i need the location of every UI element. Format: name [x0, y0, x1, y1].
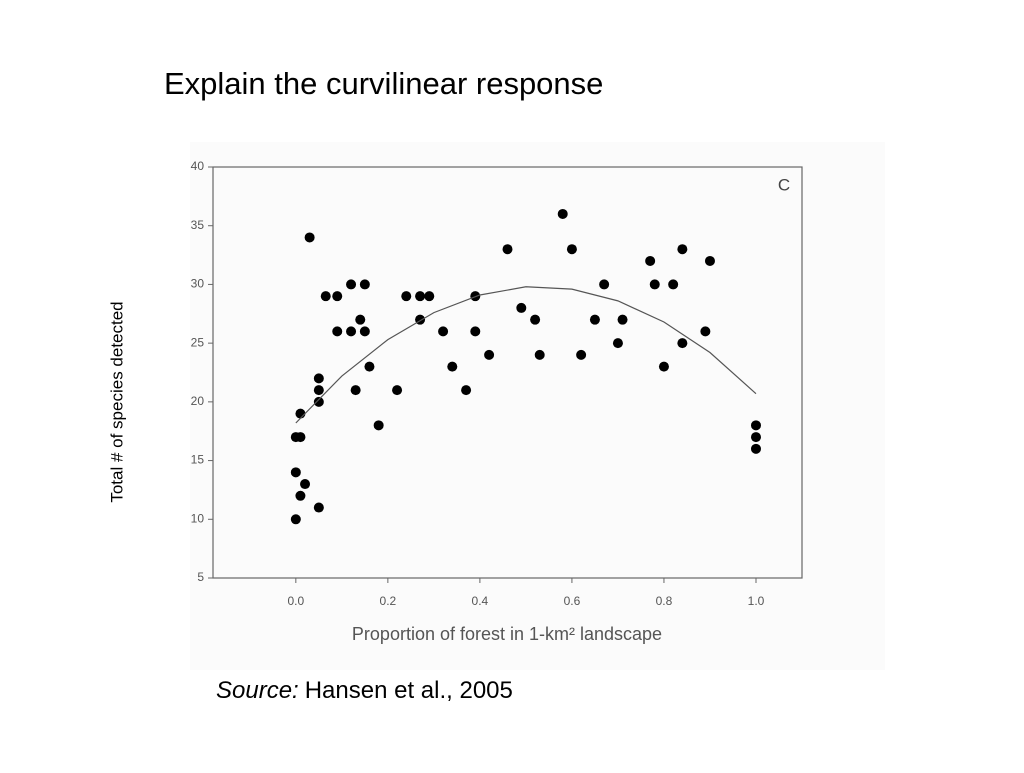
data-point	[484, 349, 495, 360]
data-point	[332, 326, 343, 337]
data-point	[346, 279, 357, 290]
x-tick-label: 0.6	[564, 594, 581, 608]
data-point	[290, 467, 301, 478]
y-tick-label: 30	[191, 277, 205, 291]
x-axis-label: Proportion of forest in 1-km² landscape	[352, 624, 662, 644]
data-point	[424, 291, 435, 302]
x-tick-label: 0.4	[472, 594, 489, 608]
fit-curve	[295, 286, 757, 424]
data-point	[658, 361, 669, 372]
data-point	[295, 408, 306, 419]
x-tick-label: 0.8	[656, 594, 673, 608]
data-point	[704, 255, 715, 266]
data-point	[392, 385, 403, 396]
data-point	[313, 396, 324, 407]
data-point	[438, 326, 449, 337]
data-point	[350, 385, 361, 396]
y-tick-label: 10	[191, 511, 205, 525]
data-point	[290, 514, 301, 525]
data-point	[373, 420, 384, 431]
data-point	[447, 361, 458, 372]
plot-frame	[212, 166, 803, 579]
data-point	[320, 291, 331, 302]
source-label: Source:	[216, 677, 299, 704]
data-point	[300, 479, 311, 490]
data-point	[313, 502, 324, 513]
x-tick-label: 0.2	[380, 594, 397, 608]
data-point	[534, 349, 545, 360]
data-point	[700, 326, 711, 337]
y-tick-label: 5	[197, 570, 204, 584]
data-point	[557, 208, 568, 219]
data-point	[346, 326, 357, 337]
data-point	[649, 279, 660, 290]
data-point	[589, 314, 600, 325]
y-tick-label: 20	[191, 394, 205, 408]
data-point	[401, 291, 412, 302]
data-point	[295, 432, 306, 443]
x-tick-label: 1.0	[748, 594, 765, 608]
data-point	[516, 302, 527, 313]
x-tick-label: 0.0	[287, 594, 304, 608]
data-point	[645, 255, 656, 266]
data-point	[470, 326, 481, 337]
y-tick-label: 25	[191, 335, 205, 349]
data-point	[750, 443, 761, 454]
data-point	[502, 244, 513, 255]
data-point	[415, 291, 426, 302]
data-point	[295, 490, 306, 501]
data-point	[364, 361, 375, 372]
data-point	[359, 279, 370, 290]
data-point	[461, 385, 472, 396]
data-point	[668, 279, 679, 290]
panel-label: C	[778, 175, 790, 194]
data-point	[359, 326, 370, 337]
data-point	[750, 420, 761, 431]
data-point	[530, 314, 541, 325]
data-point	[576, 349, 587, 360]
y-tick-label: 40	[191, 159, 205, 173]
data-point	[355, 314, 366, 325]
data-point	[677, 338, 688, 349]
data-point	[612, 338, 623, 349]
data-point	[617, 314, 628, 325]
data-point	[750, 432, 761, 443]
y-axis-label: Total # of species detected	[107, 301, 126, 502]
slide-title: Explain the curvilinear response	[164, 66, 603, 101]
data-point	[566, 244, 577, 255]
y-tick-label: 15	[191, 453, 205, 467]
data-point	[313, 385, 324, 396]
data-point	[599, 279, 610, 290]
data-point	[313, 373, 324, 384]
data-point	[677, 244, 688, 255]
data-point	[332, 291, 343, 302]
source-text: Hansen et al., 2005	[305, 677, 513, 704]
source-line: Source: Hansen et al., 2005	[216, 677, 513, 704]
data-point	[304, 232, 315, 243]
y-tick-label: 35	[191, 218, 205, 232]
figure-background	[190, 142, 885, 670]
